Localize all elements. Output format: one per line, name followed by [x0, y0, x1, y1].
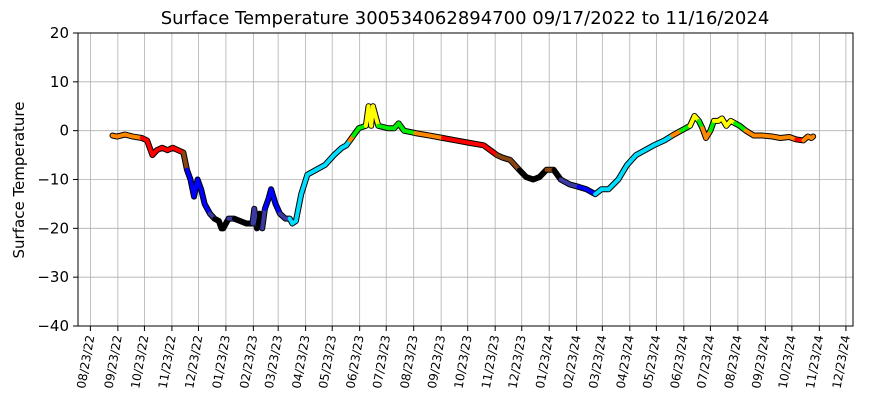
y-tick-label: −40 [37, 317, 69, 335]
y-axis-label: Surface Temperature [10, 102, 28, 259]
series-segment [625, 153, 638, 167]
x-tick-label: 03/23/24 [586, 334, 609, 390]
series-segment [323, 153, 336, 167]
x-tick-label: 11/23/22 [156, 334, 179, 390]
series-segment [299, 172, 310, 197]
x-tick-label: 07/23/24 [694, 334, 717, 390]
x-tick-label: 06/23/24 [668, 334, 691, 390]
x-tick-label: 08/23/22 [74, 334, 97, 390]
x-axis-ticks: 08/23/22 09/23/22 10/23/22 11/23/22 12/23/22… [74, 326, 853, 390]
series-segment [481, 143, 499, 158]
series-segment [454, 138, 472, 145]
y-tick-label: 20 [50, 24, 69, 42]
y-axis-ticks: 20 10 0 −10 −20 −30 −40 [37, 24, 78, 335]
series-segment [809, 134, 816, 140]
x-tick-label: 04/23/23 [289, 334, 312, 390]
y-tick-label: 0 [59, 122, 69, 140]
x-tick-label: 09/23/22 [102, 334, 125, 390]
series-segment [293, 192, 304, 224]
series-segment [467, 140, 486, 148]
x-tick-label: 12/23/22 [182, 334, 205, 390]
x-tick-label: 10/23/24 [776, 334, 799, 390]
y-tick-label: −10 [37, 171, 69, 189]
x-tick-label: 03/23/23 [262, 334, 285, 390]
series-segment [413, 131, 432, 138]
x-tick-label: 05/23/23 [316, 334, 339, 390]
series-segment [269, 187, 278, 206]
x-tick-label: 09/23/23 [425, 334, 448, 390]
x-tick-label: 08/23/24 [722, 334, 745, 390]
x-tick-label: 02/23/23 [237, 334, 260, 390]
series-segment [551, 167, 563, 182]
temperature-series-line [109, 103, 817, 232]
series-segment [181, 150, 189, 172]
x-tick-label: 11/23/23 [479, 334, 502, 390]
x-tick-label: 06/23/23 [343, 334, 366, 390]
x-tick-label: 01/23/24 [533, 334, 556, 390]
x-tick-label: 10/23/22 [128, 334, 151, 390]
x-tick-label: 12/23/23 [506, 334, 529, 390]
series-segment [370, 104, 381, 128]
chart-title: Surface Temperature 300534062894700 09/1… [161, 8, 770, 29]
series-segment [260, 206, 267, 231]
y-tick-label: −30 [37, 268, 69, 286]
x-tick-label: 09/23/24 [749, 334, 772, 390]
series-outline [109, 103, 817, 232]
y-tick-label: 10 [50, 73, 69, 91]
series-segment [440, 135, 459, 143]
x-tick-label: 07/23/23 [370, 334, 393, 390]
grid-lines [78, 32, 853, 327]
x-tick-label: 11/23/24 [803, 334, 826, 390]
x-tick-label: 04/23/24 [614, 334, 637, 390]
x-tick-label: 10/23/23 [452, 334, 475, 390]
x-tick-label: 05/23/24 [640, 334, 663, 390]
series-segment [508, 157, 522, 172]
series-segment [427, 133, 445, 140]
x-tick-label: 12/23/24 [830, 334, 853, 390]
x-tick-label: 08/23/23 [397, 334, 420, 390]
y-tick-label: −20 [37, 219, 69, 237]
series-segment [145, 138, 155, 158]
series-segment [606, 177, 621, 192]
x-tick-label: 01/23/23 [210, 334, 233, 390]
x-tick-label: 02/23/24 [560, 334, 583, 390]
series-segment [616, 162, 630, 182]
series-segment [199, 187, 207, 206]
